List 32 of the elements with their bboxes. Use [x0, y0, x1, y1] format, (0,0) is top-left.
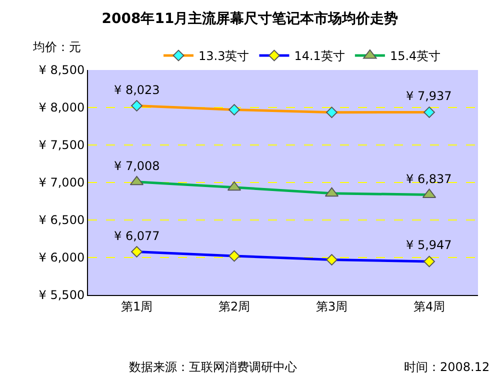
- point: [131, 100, 142, 112]
- point: [228, 250, 240, 262]
- y-tick-label: ¥ 8,500: [38, 63, 85, 78]
- chart-title: 2008年11月主流屏幕尺寸笔记本市场均价走势: [102, 10, 398, 27]
- x-tick-label: 第4周: [413, 299, 446, 314]
- point: [228, 104, 240, 116]
- point: [326, 106, 338, 118]
- y-tick-label: ¥ 7,500: [38, 138, 85, 152]
- y-tick-label: ¥ 6,500: [38, 213, 85, 228]
- legend-label: 13.3英寸: [198, 49, 250, 64]
- data-label: ¥ 6,837: [406, 172, 452, 186]
- text: 时间：2008.12: [404, 360, 490, 374]
- y-tick-label: ¥ 6,000: [38, 250, 85, 265]
- legend-label: 15.4英寸: [390, 49, 441, 64]
- y-tick-label: ¥ 7,000: [38, 176, 85, 190]
- data-label: ¥ 7,937: [406, 89, 452, 103]
- x-tick-label: 第1周: [120, 299, 153, 314]
- point: [326, 254, 338, 266]
- x-tick-label: 第2周: [218, 299, 250, 314]
- point: [424, 106, 435, 118]
- source-note: 数据来源：互联网消费调研中心: [129, 360, 297, 374]
- y-axis-title: 均价：元: [32, 40, 81, 54]
- data-label: ¥ 5,947: [406, 238, 452, 252]
- x-tick-label: 第3周: [316, 299, 348, 314]
- data-label: ¥ 6,077: [114, 229, 160, 243]
- data-label: ¥ 8,023: [114, 83, 160, 97]
- y-tick-label: ¥ 5,500: [38, 288, 85, 302]
- y-tick-label: ¥ 8,000: [38, 100, 85, 115]
- data-label: ¥ 7,008: [114, 159, 160, 173]
- point: [424, 256, 435, 268]
- legend-label: 14.1英寸: [294, 49, 345, 64]
- point: [131, 246, 142, 258]
